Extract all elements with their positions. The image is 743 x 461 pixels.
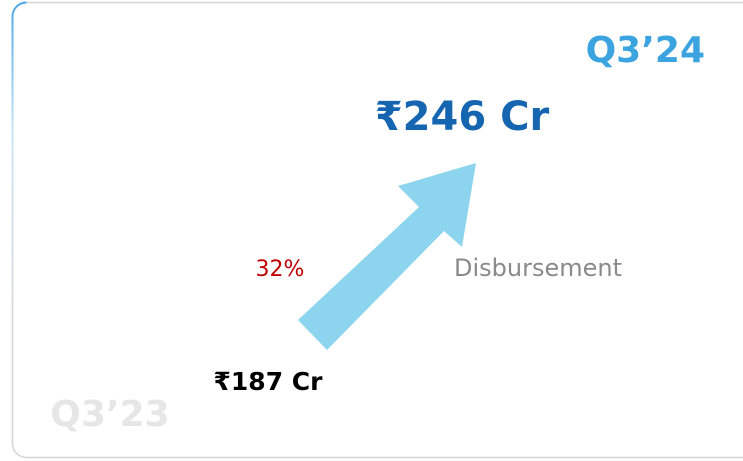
current-amount: ₹246 Cr bbox=[375, 94, 550, 140]
card-edge bbox=[11, 1, 27, 300]
previous-period: Q3’23 bbox=[50, 394, 169, 435]
growth-arrow bbox=[298, 163, 476, 350]
current-period: Q3’24 bbox=[586, 30, 705, 71]
metric-label: Disbursement bbox=[454, 254, 622, 282]
growth-rate: 32% bbox=[256, 257, 305, 282]
previous-amount: ₹187 Cr bbox=[214, 367, 324, 396]
